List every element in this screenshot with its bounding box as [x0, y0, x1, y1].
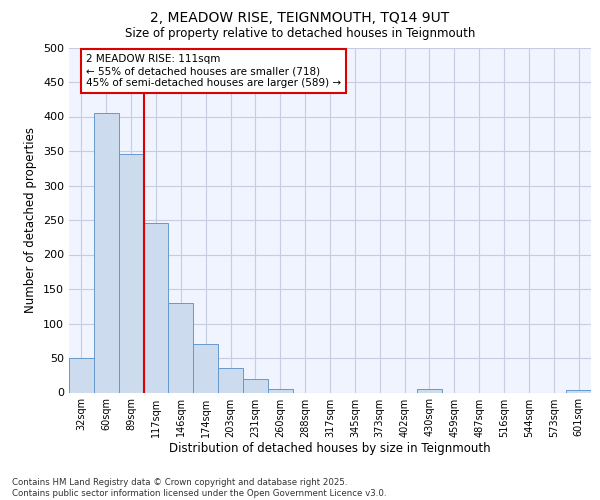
- Bar: [119, 154, 143, 392]
- Bar: [218, 368, 243, 392]
- Bar: [268, 389, 293, 392]
- Bar: [417, 389, 442, 392]
- Bar: [193, 344, 218, 393]
- Text: 2 MEADOW RISE: 111sqm
← 55% of detached houses are smaller (718)
45% of semi-det: 2 MEADOW RISE: 111sqm ← 55% of detached …: [86, 54, 341, 88]
- Text: Contains HM Land Registry data © Crown copyright and database right 2025.
Contai: Contains HM Land Registry data © Crown c…: [12, 478, 386, 498]
- Text: Size of property relative to detached houses in Teignmouth: Size of property relative to detached ho…: [125, 28, 475, 40]
- Bar: [94, 113, 119, 392]
- Bar: [69, 358, 94, 392]
- Bar: [169, 303, 193, 392]
- X-axis label: Distribution of detached houses by size in Teignmouth: Distribution of detached houses by size …: [169, 442, 491, 456]
- Text: 2, MEADOW RISE, TEIGNMOUTH, TQ14 9UT: 2, MEADOW RISE, TEIGNMOUTH, TQ14 9UT: [151, 11, 449, 25]
- Bar: [566, 390, 591, 392]
- Y-axis label: Number of detached properties: Number of detached properties: [25, 127, 37, 313]
- Bar: [243, 378, 268, 392]
- Bar: [143, 224, 169, 392]
